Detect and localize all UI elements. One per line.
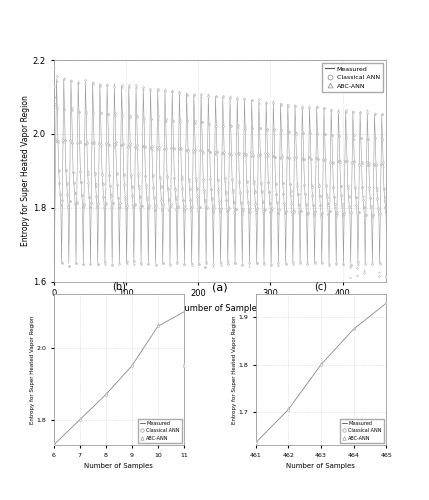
- Y-axis label: Entropy for Super Heated Vapor Region: Entropy for Super Heated Vapor Region: [21, 96, 30, 246]
- Legend: Measured, Classical ANN, ABC-ANN: Measured, Classical ANN, ABC-ANN: [138, 419, 181, 442]
- Title: (c): (c): [314, 282, 327, 292]
- Y-axis label: Entropy for Super Heated Vapor Region: Entropy for Super Heated Vapor Region: [30, 315, 35, 424]
- Legend: Measured, Classical ANN, ABC-ANN: Measured, Classical ANN, ABC-ANN: [322, 63, 383, 92]
- Text: (a): (a): [212, 283, 228, 293]
- X-axis label: Number of Samples: Number of Samples: [85, 463, 153, 469]
- Y-axis label: Entropy for Super Heated Vapor Region: Entropy for Super Heated Vapor Region: [232, 315, 237, 424]
- X-axis label: Number of Samples: Number of Samples: [287, 463, 355, 469]
- X-axis label: Number of Samples: Number of Samples: [178, 304, 262, 313]
- Title: (b): (b): [112, 282, 126, 292]
- Legend: Measured, Classical ANN, ABC-ANN: Measured, Classical ANN, ABC-ANN: [340, 419, 384, 442]
